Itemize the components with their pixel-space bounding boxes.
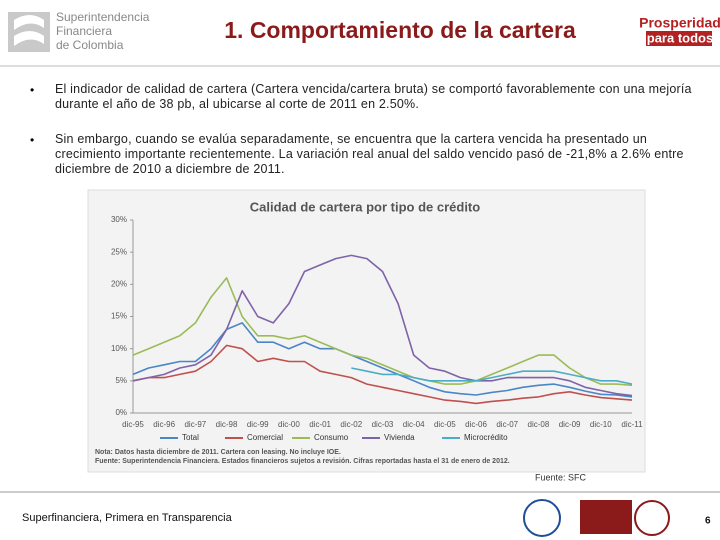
cert-logo bbox=[580, 500, 632, 534]
x-tick-label: dic-02 bbox=[340, 420, 362, 429]
x-tick-label: dic-97 bbox=[184, 420, 206, 429]
bullet-text: El indicador de calidad de cartera (Cart… bbox=[55, 82, 692, 111]
x-tick-label: dic-08 bbox=[528, 420, 550, 429]
bullet-text: Sin embargo, cuando se evalúa separadame… bbox=[55, 132, 684, 176]
chart-title: Calidad de cartera por tipo de crédito bbox=[250, 199, 480, 214]
org-name: de Colombia bbox=[56, 38, 124, 52]
x-tick-label: dic-07 bbox=[496, 420, 518, 429]
x-tick-label: dic-99 bbox=[247, 420, 269, 429]
org-name: Financiera bbox=[56, 24, 112, 38]
x-tick-label: dic-95 bbox=[122, 420, 144, 429]
series-line bbox=[132, 277, 633, 387]
x-tick-label: dic-03 bbox=[372, 420, 394, 429]
cert-logo bbox=[634, 500, 670, 536]
org-name: Superintendencia bbox=[56, 10, 150, 24]
y-tick-label: 25% bbox=[111, 247, 127, 256]
x-tick-label: dic-11 bbox=[621, 420, 643, 429]
bullet-dot: • bbox=[30, 83, 35, 97]
y-tick-label: 20% bbox=[111, 279, 127, 288]
slogan: Prosperidad bbox=[639, 15, 720, 31]
y-tick-label: 0% bbox=[115, 408, 127, 417]
series-line bbox=[132, 344, 633, 405]
x-tick-label: dic-04 bbox=[403, 420, 425, 429]
x-tick-label: dic-96 bbox=[153, 420, 175, 429]
legend-label: Total bbox=[182, 433, 199, 442]
x-tick-label: dic-01 bbox=[309, 420, 331, 429]
y-tick-label: 5% bbox=[115, 376, 127, 385]
x-tick-label: dic-05 bbox=[434, 420, 456, 429]
x-tick-label: dic-06 bbox=[465, 420, 487, 429]
series-line bbox=[132, 254, 633, 397]
source: Fuente: SFC bbox=[535, 472, 587, 482]
slogan: para todos bbox=[647, 30, 713, 45]
legend-label: Vivienda bbox=[384, 433, 415, 442]
cert-logo bbox=[523, 499, 561, 537]
legend-label: Microcrédito bbox=[464, 433, 508, 442]
x-tick-label: dic-10 bbox=[590, 420, 612, 429]
bullet-dot: • bbox=[30, 133, 35, 147]
slogan-band bbox=[646, 31, 712, 46]
slide-title: 1. Comportamiento de la cartera bbox=[224, 17, 576, 43]
logo-mark-detail bbox=[14, 15, 44, 46]
x-tick-label: dic-98 bbox=[216, 420, 238, 429]
series-line bbox=[351, 367, 633, 385]
y-tick-label: 15% bbox=[111, 312, 127, 321]
chart-frame bbox=[87, 189, 646, 473]
legend-label: Comercial bbox=[247, 433, 283, 442]
x-tick-label: dic-00 bbox=[278, 420, 300, 429]
y-tick-label: 10% bbox=[111, 344, 127, 353]
y-tick-label: 30% bbox=[111, 215, 127, 224]
legend-label: Consumo bbox=[314, 433, 349, 442]
page-number: 6 bbox=[705, 516, 711, 527]
footer-motto: Superfinanciera, Primera en Transparenci… bbox=[22, 512, 233, 524]
chart: Calidad de cartera por tipo de crédito N… bbox=[87, 189, 646, 473]
series-line bbox=[132, 322, 633, 398]
x-tick-label: dic-09 bbox=[559, 420, 581, 429]
chart-note: Nota: Datos hasta diciembre de 2011. Car… bbox=[95, 449, 341, 456]
chart-note: Fuente: Superintendencia Financiera. Est… bbox=[95, 458, 510, 465]
